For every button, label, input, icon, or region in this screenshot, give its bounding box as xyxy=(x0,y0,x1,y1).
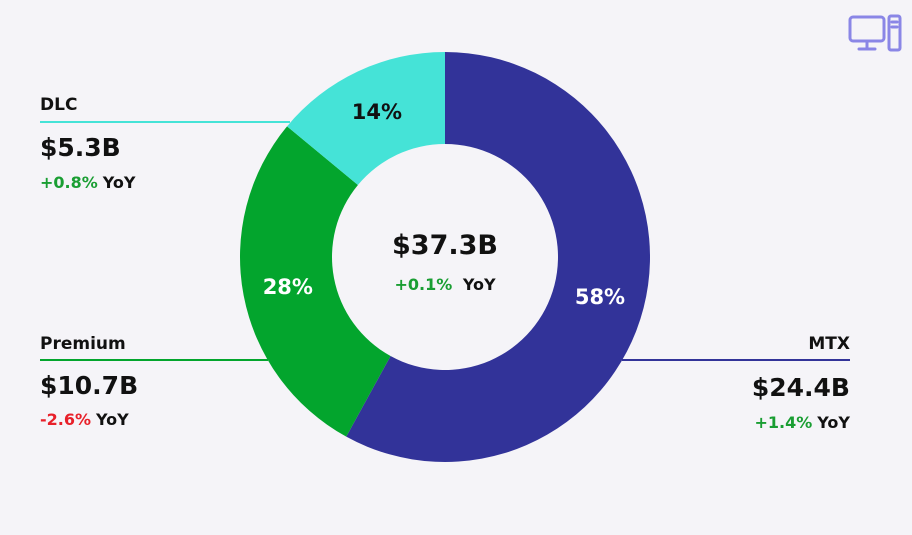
category-yoy-premium: -2.6% YoY xyxy=(40,410,129,429)
category-amount-premium: $10.7B xyxy=(40,371,138,400)
slice-label-premium: 28% xyxy=(263,275,313,299)
category-yoy-suffix-mtx: YoY xyxy=(816,413,850,432)
category-name-premium: Premium xyxy=(40,334,126,354)
category-yoy-suffix-premium: YoY xyxy=(95,410,129,429)
slice-premium xyxy=(240,126,391,437)
total-yoy-suffix: YoY xyxy=(462,275,496,294)
slice-mtx xyxy=(346,52,650,462)
category-yoy-mtx: +1.4% YoY xyxy=(755,413,851,432)
category-name-mtx: MTX xyxy=(808,334,850,354)
category-yoy-change-premium: -2.6% xyxy=(40,410,91,429)
callout-dlc: DLC $5.3B +0.8% YoY xyxy=(40,95,290,192)
category-name-dlc: DLC xyxy=(40,95,77,115)
desktop-computer-icon xyxy=(848,14,902,52)
total-value: $37.3B xyxy=(392,230,498,261)
category-yoy-dlc: +0.8% YoY xyxy=(40,173,136,192)
category-yoy-change-dlc: +0.8% xyxy=(40,173,98,192)
category-yoy-suffix-dlc: YoY xyxy=(102,173,136,192)
chart-slices: 58% 28% 14% xyxy=(240,52,650,462)
category-amount-mtx: $24.4B xyxy=(752,373,850,402)
total-yoy-change: +0.1% xyxy=(394,275,452,294)
slice-dlc xyxy=(287,52,445,185)
callout-mtx: MTX $24.4B +1.4% YoY xyxy=(622,334,850,432)
slice-label-dlc: 14% xyxy=(352,100,402,124)
callout-premium: Premium $10.7B -2.6% YoY xyxy=(40,334,268,429)
slice-label-mtx: 58% xyxy=(575,285,625,309)
category-yoy-change-mtx: +1.4% xyxy=(755,413,813,432)
center-summary: $37.3B +0.1% YoY xyxy=(392,230,498,294)
total-yoy: +0.1% YoY xyxy=(394,275,495,294)
category-amount-dlc: $5.3B xyxy=(40,133,121,162)
